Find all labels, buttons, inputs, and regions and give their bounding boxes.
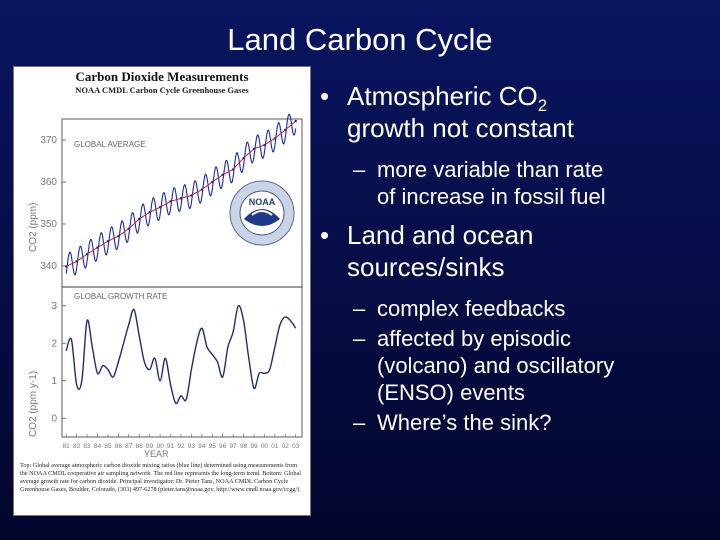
bullet-sources-sinks: • Land and ocean sources/sinks (320, 219, 710, 283)
co2-data-point (179, 197, 183, 200)
x-tick-label: 83 (83, 443, 91, 450)
co2-data-point (221, 173, 224, 177)
x-tick-label: 03 (292, 443, 300, 450)
co2-data-point (263, 143, 266, 147)
x-tick-label: 98 (240, 443, 248, 450)
bullet-glyph: • (320, 220, 330, 250)
bullet-co2-growth: • Atmospheric CO2 growth not constant (320, 80, 710, 144)
slide-title: Land Carbon Cycle (227, 22, 493, 57)
sub-bullet-text: complex feedbacks (377, 296, 566, 321)
sub-bullet-text: more variable than rate (377, 157, 604, 182)
x-tick-label: 89 (146, 443, 154, 450)
co2-data-point (138, 217, 141, 221)
y-tick-label: 1 (51, 376, 57, 387)
x-tick-label: 96 (219, 443, 227, 450)
x-tick-label: 01 (271, 443, 279, 450)
x-tick-label: 95 (209, 443, 217, 450)
x-tick-label: 92 (177, 443, 185, 450)
x-tick-label: 91 (167, 443, 175, 450)
bullet-text-line2: sources/sinks (347, 252, 505, 282)
bullet-subscript: 2 (537, 96, 548, 116)
co2-data-point (252, 147, 256, 151)
bullet-list: • Atmospheric CO2 growth not constant – … (320, 80, 710, 439)
co2-data-point (158, 206, 162, 209)
co2-data-point (242, 156, 245, 160)
co2-series-line (65, 113, 297, 276)
x-tick-label: 94 (198, 443, 206, 450)
co2-data-point (273, 137, 277, 140)
sub-bullet-episodic: – affected by episodic (volcano) and osc… (320, 325, 710, 406)
x-tick-label: 81 (63, 443, 71, 450)
co2-data-point (200, 188, 204, 191)
co2-data-point (64, 265, 68, 268)
sub-bullet-text-line2: of increase in fossil fuel (377, 184, 606, 209)
x-tick-label: 97 (230, 443, 238, 450)
noaa-logo: NOAA (229, 180, 295, 246)
top-y-axis-label: CO2 (ppm) (28, 203, 39, 252)
sub-bullet-feedbacks: – complex feedbacks (320, 295, 710, 322)
x-tick-label: 82 (73, 443, 81, 450)
y-tick-label: 2 (51, 338, 57, 349)
y-tick-label: 3 (51, 301, 57, 312)
x-tick-label: 90 (156, 443, 164, 450)
y-tick-label: 340 (40, 261, 57, 272)
co2-data-point (117, 234, 120, 238)
bullet-text: Atmospheric CO (347, 81, 538, 111)
co2-data-point (211, 180, 214, 184)
x-tick-label: 88 (136, 443, 144, 450)
figure-caption: Top: Global average atmospheric carbon d… (20, 462, 301, 493)
bullet-text: Land and ocean (347, 220, 534, 250)
bottom-panel-label: GLOBAL GROWTH RATE (74, 292, 167, 301)
growth-rate-line (65, 304, 297, 405)
figure-title: Carbon Dioxide Measurements (75, 69, 249, 84)
sub-bullet-text: affected by episodic (377, 326, 572, 351)
bullet-text-line2: growth not constant (347, 113, 574, 143)
bullet-glyph: • (320, 81, 330, 111)
dash-glyph: – (353, 326, 366, 351)
co2-data-point (85, 253, 89, 256)
sub-bullet-variable: – more variable than rate of increase in… (320, 156, 710, 210)
co2-data-point (96, 246, 99, 249)
bottom-y-axis-label: CO2 (ppm y-1) (28, 371, 39, 437)
bottom-panel-frame (61, 286, 303, 438)
y-tick-label: 0 (51, 413, 57, 424)
figure-subtitle: NOAA CMDL Carbon Cycle Greenhouse Gases (75, 85, 249, 95)
co2-data-point (284, 128, 287, 132)
x-tick-label: 00 (261, 443, 269, 450)
dash-glyph: – (353, 157, 366, 182)
co2-data-point (106, 240, 110, 243)
y-tick-label: 360 (40, 177, 57, 188)
co2-data-point (75, 260, 78, 263)
y-tick-label: 370 (40, 135, 57, 146)
co2-figure: Carbon Dioxide Measurements NOAA CMDL Ca… (13, 66, 311, 516)
sub-bullet-text: Where’s the sink? (377, 410, 552, 435)
y-tick-label: 350 (40, 219, 57, 230)
sub-bullet-text-line3: (ENSO) events (377, 380, 525, 405)
dash-glyph: – (353, 410, 366, 435)
x-tick-label: 93 (188, 443, 196, 450)
dash-glyph: – (353, 296, 366, 321)
sub-bullet-text-line2: (volcano) and oscillatory (377, 353, 615, 378)
x-tick-label: 02 (282, 443, 290, 450)
co2-data-point (294, 119, 297, 123)
co2-data-point (127, 227, 130, 230)
sub-bullet-sink: – Where’s the sink? (320, 409, 710, 436)
co2-data-point (169, 200, 172, 203)
co2-data-point (231, 168, 235, 171)
top-panel-label: GLOBAL AVERAGE (74, 140, 146, 149)
x-tick-label: 85 (104, 443, 112, 450)
svg-text:NOAA: NOAA (249, 197, 276, 207)
x-tick-label: 99 (250, 443, 258, 450)
co2-data-point (148, 211, 151, 214)
co2-data-point (190, 194, 193, 197)
x-tick-label: 86 (115, 443, 123, 450)
x-tick-label: 84 (94, 443, 102, 450)
x-tick-label: 87 (125, 443, 133, 450)
x-axis-label: YEAR (144, 449, 169, 457)
